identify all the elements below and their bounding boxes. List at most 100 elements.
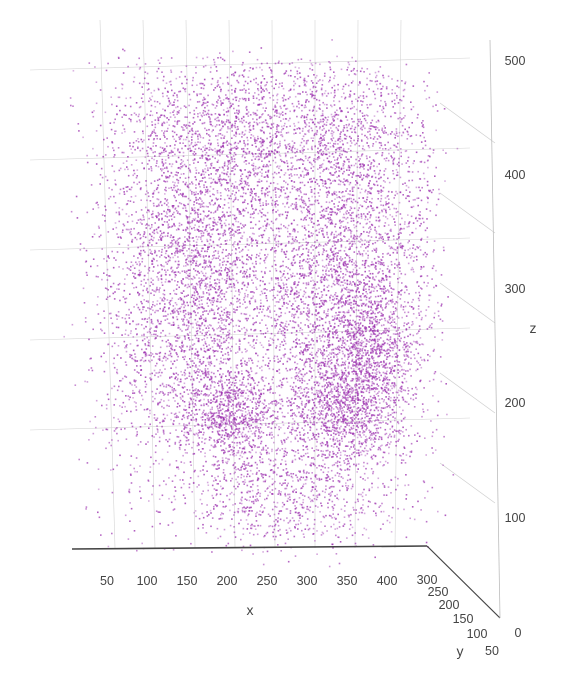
data-point — [199, 399, 202, 401]
data-point — [321, 259, 324, 262]
data-point — [234, 462, 236, 464]
data-point — [145, 383, 148, 386]
data-point — [229, 162, 232, 164]
data-point — [363, 279, 365, 281]
data-point — [349, 314, 352, 317]
data-point — [330, 166, 332, 168]
data-point — [150, 110, 152, 113]
data-point — [176, 174, 178, 177]
data-point — [202, 360, 205, 363]
data-point — [211, 346, 214, 348]
data-point — [246, 319, 248, 322]
data-point — [178, 326, 180, 329]
data-point — [176, 212, 179, 214]
data-point — [264, 214, 266, 216]
data-point — [206, 349, 209, 352]
data-point — [218, 269, 221, 272]
data-point — [342, 430, 345, 433]
data-point — [332, 348, 335, 351]
data-point — [202, 362, 204, 364]
data-point — [344, 257, 346, 259]
data-point — [137, 306, 140, 309]
data-point — [177, 250, 179, 253]
data-point — [279, 270, 282, 273]
data-point — [174, 185, 177, 188]
data-point — [361, 339, 363, 342]
data-point — [232, 320, 234, 322]
data-point — [246, 364, 248, 366]
data-point — [373, 170, 376, 172]
data-point — [440, 380, 443, 383]
data-point — [157, 277, 160, 280]
data-point — [83, 247, 85, 250]
data-point — [344, 363, 346, 366]
data-point — [177, 260, 180, 263]
data-point — [234, 241, 236, 243]
data-point — [181, 303, 183, 306]
data-point — [156, 160, 158, 162]
data-point — [208, 218, 210, 220]
data-point — [197, 357, 199, 360]
data-point — [139, 272, 141, 274]
data-point — [171, 104, 174, 106]
data-point — [193, 292, 196, 294]
data-point — [240, 237, 242, 239]
data-point — [193, 290, 196, 293]
data-point — [125, 314, 128, 316]
data-point — [190, 255, 193, 257]
data-point — [226, 140, 228, 143]
data-point — [324, 242, 327, 245]
data-point — [338, 201, 340, 203]
data-point — [204, 419, 207, 421]
data-point — [133, 267, 136, 269]
data-point — [358, 197, 360, 199]
data-point — [168, 274, 171, 276]
data-point — [101, 214, 104, 216]
data-point — [407, 335, 409, 338]
data-point — [168, 215, 171, 217]
data-point — [228, 232, 231, 234]
data-point — [175, 293, 178, 295]
data-point — [215, 257, 217, 260]
data-point — [306, 314, 308, 316]
data-point — [373, 300, 376, 303]
data-point — [269, 311, 271, 313]
data-point — [389, 282, 391, 285]
data-point — [121, 87, 124, 90]
data-point — [159, 230, 162, 232]
data-point — [351, 296, 354, 299]
data-point — [156, 388, 158, 390]
data-point — [178, 263, 180, 266]
data-point — [180, 202, 183, 205]
data-point — [188, 325, 190, 327]
data-point — [222, 264, 224, 266]
data-point — [190, 212, 192, 215]
data-point — [368, 88, 370, 90]
data-point — [172, 422, 174, 425]
data-point — [359, 295, 361, 298]
data-point — [113, 170, 116, 173]
data-point — [218, 318, 220, 320]
data-point — [347, 396, 349, 399]
data-point — [419, 211, 421, 213]
data-point — [340, 238, 342, 240]
data-point — [127, 247, 130, 250]
data-point — [381, 236, 384, 238]
data-point — [178, 202, 181, 204]
data-point — [164, 352, 167, 355]
data-point — [350, 217, 353, 220]
data-point — [186, 286, 189, 289]
data-point — [206, 376, 208, 379]
data-point — [268, 475, 271, 478]
data-point — [397, 210, 399, 213]
data-point — [238, 349, 241, 351]
data-point — [303, 420, 305, 422]
data-point — [233, 185, 236, 188]
data-point — [325, 270, 327, 273]
data-point — [205, 286, 208, 288]
data-point — [229, 180, 231, 182]
data-point — [199, 283, 201, 285]
data-point — [187, 220, 189, 223]
data-point — [186, 363, 189, 366]
